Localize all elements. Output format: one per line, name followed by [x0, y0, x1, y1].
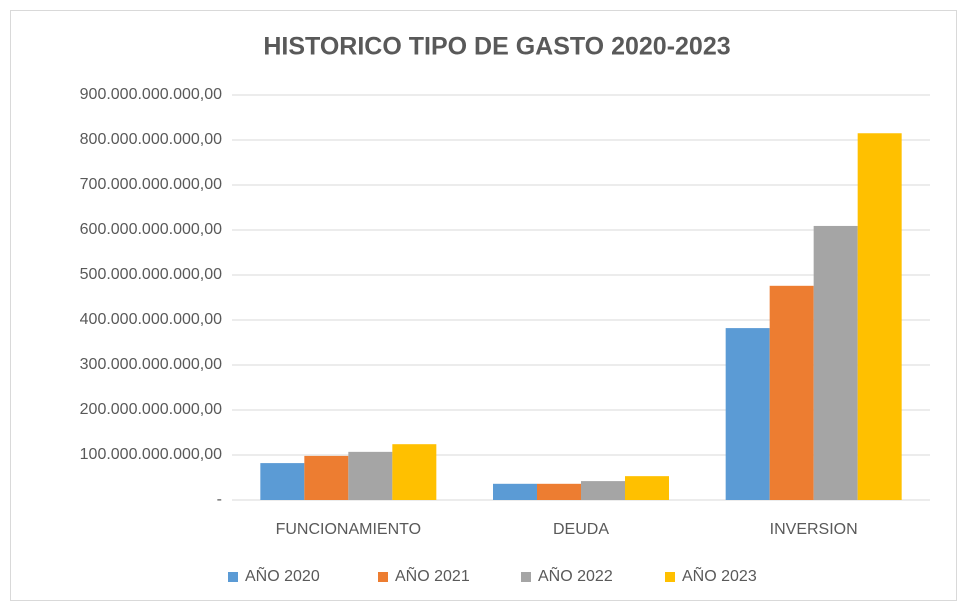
y-tick-label: 500.000.000.000,00 [80, 266, 222, 283]
y-tick-label: 100.000.000.000,00 [80, 446, 222, 463]
bar [537, 483, 581, 500]
x-tick-label: INVERSION [770, 521, 858, 538]
y-tick-label: 900.000.000.000,00 [80, 86, 222, 103]
bar [625, 476, 669, 500]
y-tick-label: - [217, 491, 222, 508]
legend-label: AÑO 2021 [395, 565, 470, 585]
legend-swatch [228, 572, 238, 582]
bar [581, 481, 625, 500]
legend-label: AÑO 2022 [538, 565, 613, 585]
legend-label: AÑO 2023 [682, 565, 757, 585]
bar [769, 285, 814, 500]
bar [392, 444, 437, 500]
bar [493, 483, 537, 500]
legend-label: AÑO 2020 [245, 565, 320, 585]
y-tick-label: 400.000.000.000,00 [80, 311, 222, 328]
legend-swatch [665, 572, 675, 582]
bar [813, 225, 858, 500]
x-tick-label: DEUDA [553, 521, 609, 538]
bar [260, 463, 305, 500]
chart-title: HISTORICO TIPO DE GASTO 2020-2023 [263, 33, 730, 61]
legend-swatch [378, 572, 388, 582]
y-tick-label: 800.000.000.000,00 [80, 131, 222, 148]
bar [725, 328, 770, 500]
y-tick-label: 600.000.000.000,00 [80, 221, 222, 238]
y-tick-label: 200.000.000.000,00 [80, 401, 222, 418]
bar [857, 133, 902, 500]
bar [348, 451, 393, 500]
legend-swatch [521, 572, 531, 582]
x-tick-label: FUNCIONAMIENTO [276, 521, 421, 538]
y-tick-label: 700.000.000.000,00 [80, 176, 222, 193]
bar [304, 455, 349, 500]
y-tick-label: 300.000.000.000,00 [80, 356, 222, 373]
